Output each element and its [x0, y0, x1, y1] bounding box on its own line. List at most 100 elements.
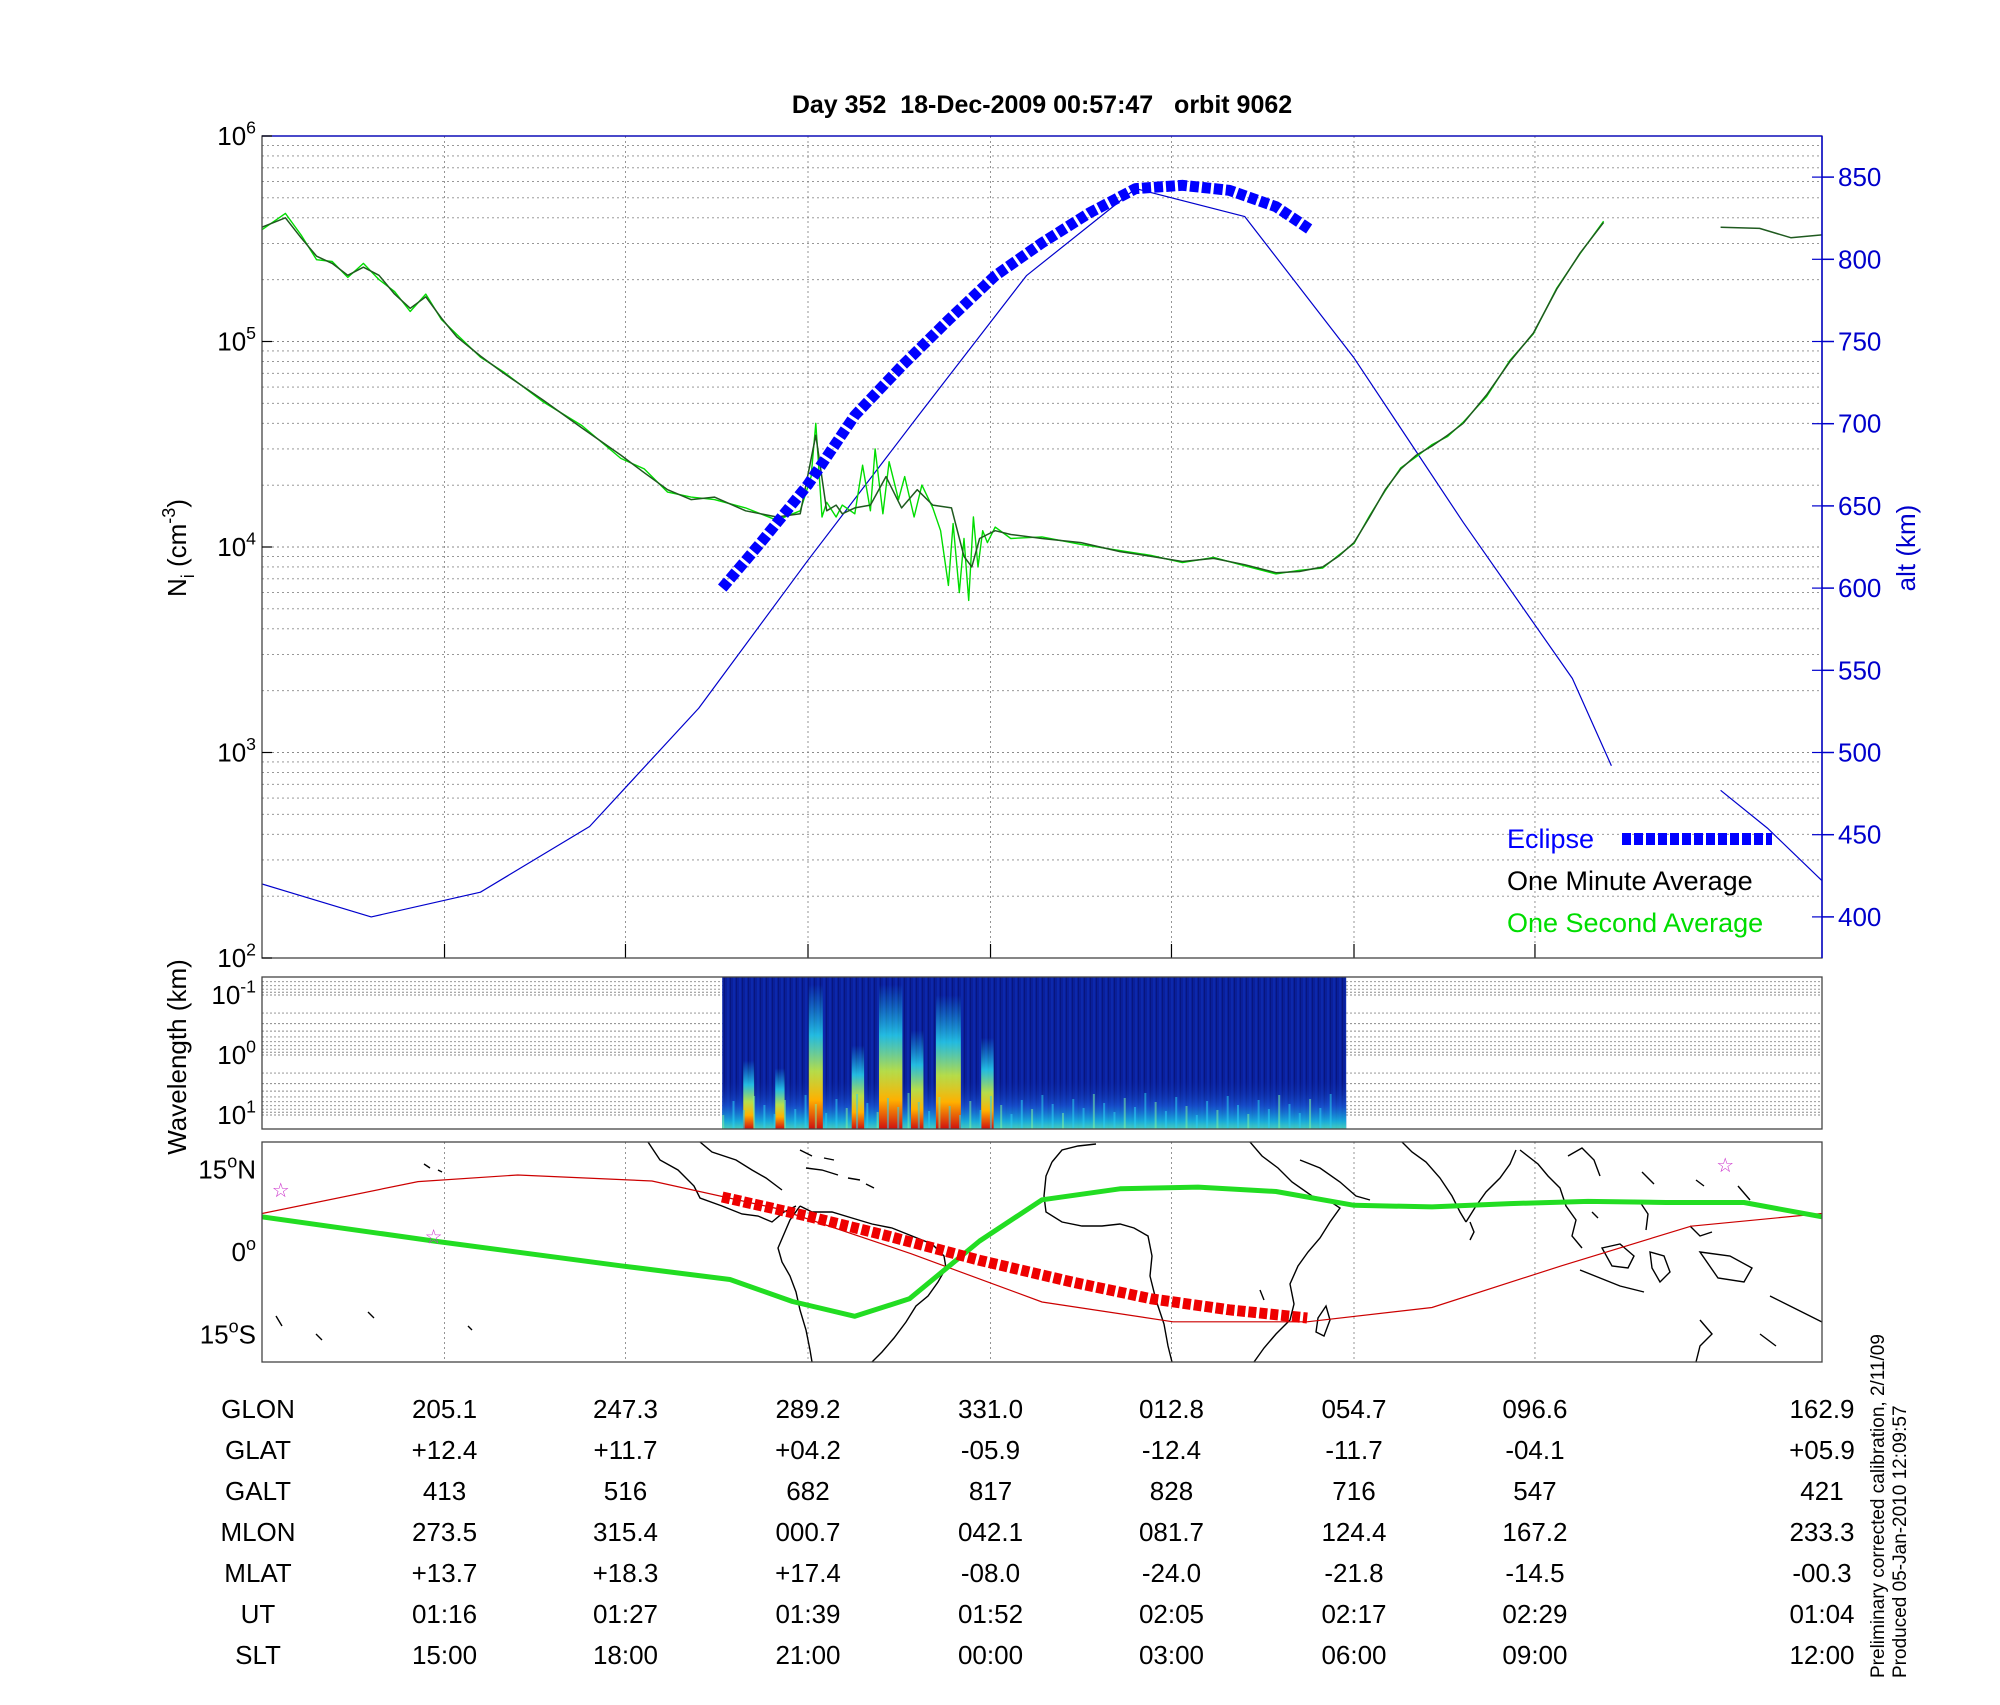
table-cell: -21.8: [1324, 1558, 1383, 1588]
table-cell: 233.3: [1789, 1517, 1854, 1547]
table-cell: +04.2: [775, 1435, 841, 1465]
spectrogram-panel: 10-1 100 101 Wavelength (km): [162, 959, 1823, 1155]
series-one-minute-average: [262, 217, 1605, 574]
table-cell: +13.7: [412, 1558, 478, 1588]
table-cell: 054.7: [1321, 1394, 1386, 1424]
table-cell: 06:00: [1321, 1640, 1386, 1670]
table-cell: 081.7: [1139, 1517, 1204, 1547]
spectrogram-floor-streak: [763, 1105, 766, 1129]
map-latitude-label: 0o: [232, 1234, 256, 1267]
spectrogram-floor-streak: [917, 1102, 920, 1129]
spectrogram-frame: [261, 976, 1823, 1130]
legend-second-label: One Second Average: [1507, 908, 1763, 938]
left-axis-tick-label: 102: [217, 939, 256, 973]
eclipse-track-line: [720, 1191, 1308, 1324]
spectrogram-tick-label: 101: [217, 1096, 256, 1130]
series-one-second-average: [262, 212, 1605, 602]
spectrogram-floor-streak: [1309, 1099, 1312, 1129]
track-star-marker: ☆: [1716, 1155, 1734, 1177]
spectrogram-floor-streak: [1000, 1105, 1003, 1129]
coastline-southeast-asia: [1519, 1147, 1822, 1362]
spectrogram-floor-streak: [1195, 1115, 1198, 1129]
table-cell: 02:05: [1139, 1599, 1204, 1629]
table-row-label: UT: [241, 1599, 276, 1629]
series-eclipse: [718, 179, 1314, 592]
table-cell: 205.1: [412, 1394, 477, 1424]
table-cell: -12.4: [1142, 1435, 1201, 1465]
table-cell: -11.7: [1325, 1435, 1382, 1465]
left-axis-tick-label: 106: [217, 117, 256, 151]
map-latitude-label: 15oN: [198, 1152, 256, 1185]
table-cell: 02:29: [1502, 1599, 1567, 1629]
table-cell: 682: [786, 1476, 829, 1506]
spectrogram-floor-streak: [969, 1101, 972, 1129]
left-axis-label: Ni (cm-3): [159, 499, 198, 597]
table-row-label: GALT: [225, 1476, 291, 1506]
spectrogram-floor-streak: [1226, 1096, 1229, 1129]
spectrogram-floor-streak: [1216, 1110, 1219, 1129]
table-cell: 01:27: [593, 1599, 658, 1629]
table-cell: 00:00: [958, 1640, 1023, 1670]
table-cell: 547: [1513, 1476, 1556, 1506]
spectrogram-floor-streak: [938, 1097, 941, 1129]
table-row-label: MLON: [220, 1517, 295, 1547]
ephemeris-table: GLON 205.1 247.3 289.2 331.0 012.8 054.7 096.6 1…: [220, 1394, 1854, 1670]
spectrogram-floor-streak: [897, 1107, 900, 1129]
table-cell: 01:04: [1789, 1599, 1854, 1629]
spectrogram-floor-streak: [1113, 1112, 1116, 1129]
table-cell: 12:00: [1789, 1640, 1854, 1670]
spectrogram-tick-label: 10-1: [211, 976, 256, 1010]
table-cell: +17.4: [775, 1558, 841, 1588]
spectrogram-floor-streak: [1237, 1105, 1239, 1129]
right-axis-tick-label: 850: [1838, 162, 1881, 192]
table-cell: 817: [969, 1476, 1012, 1506]
table-cell: -00.3: [1792, 1558, 1851, 1588]
coastline-madagascar: [1315, 1304, 1331, 1337]
table-cell: 289.2: [775, 1394, 840, 1424]
calibration-line: Preliminary corrected calibration, 2/11/…: [1868, 1334, 1889, 1678]
table-cell: 01:16: [412, 1599, 477, 1629]
table-cell: 03:00: [1139, 1640, 1204, 1670]
table-cell: 09:00: [1502, 1640, 1567, 1670]
spectrogram-burst: [808, 984, 823, 1129]
table-cell: 273.5: [412, 1517, 477, 1547]
legend-minute-label: One Minute Average: [1507, 866, 1753, 896]
right-axis-tick-label: 750: [1838, 327, 1881, 357]
coastline-south-america: [777, 1205, 947, 1362]
table-cell: 421: [1800, 1476, 1843, 1506]
spectrogram-floor-streak: [1123, 1098, 1126, 1129]
spectrogram-floor-streak: [1061, 1113, 1064, 1129]
spectrogram-floor-streak: [979, 1110, 982, 1129]
table-cell: -24.0: [1142, 1558, 1201, 1588]
spectrogram-image: [722, 977, 1347, 1129]
spectrogram-floor-streak: [1185, 1106, 1188, 1129]
track-star-marker: ☆: [272, 1180, 290, 1202]
coastline-caribbean: [799, 1149, 875, 1189]
spectrogram-floor-streak: [1134, 1107, 1137, 1129]
right-axis-tick-label: 600: [1838, 573, 1881, 603]
spectrogram-floor-streak: [959, 1115, 962, 1129]
map-vertical-gridlines: [444, 1142, 1536, 1362]
table-row-label: MLAT: [224, 1558, 292, 1588]
series-one-minute-average-segment-2: [1720, 226, 1822, 239]
spectrogram-floor-streak: [732, 1101, 735, 1129]
spectrogram-floor-streak: [814, 1104, 817, 1129]
spectrogram-floor-streak: [794, 1109, 797, 1129]
spectrogram-floor-streak: [1010, 1114, 1013, 1129]
spectrogram-burst: [775, 1068, 785, 1129]
magnetic-equator-line: [262, 1184, 1822, 1319]
table-row-label: GLON: [221, 1394, 295, 1424]
spectrogram-floor-streak: [1257, 1100, 1260, 1129]
spectrogram-floor-streak: [773, 1114, 776, 1129]
table-cell: 096.6: [1502, 1394, 1567, 1424]
calibration-note: Preliminary corrected calibration, 2/11/…: [1868, 1334, 1912, 1678]
spectrogram-floor-streak: [1298, 1113, 1301, 1129]
spectrogram-floor-streak: [1092, 1094, 1095, 1129]
density-panel: 102 103 104 105 106 400 450 500 550 600 650 700 750…: [159, 117, 1921, 973]
table-cell: 716: [1332, 1476, 1375, 1506]
spectrogram-y-ticks: 10-1 100 101: [211, 976, 256, 1130]
right-axis-tick-label: 500: [1838, 738, 1881, 768]
spectrogram-hotspots: [722, 984, 1332, 1129]
table-cell: 167.2: [1502, 1517, 1567, 1547]
table-cell: +11.7: [594, 1435, 658, 1465]
